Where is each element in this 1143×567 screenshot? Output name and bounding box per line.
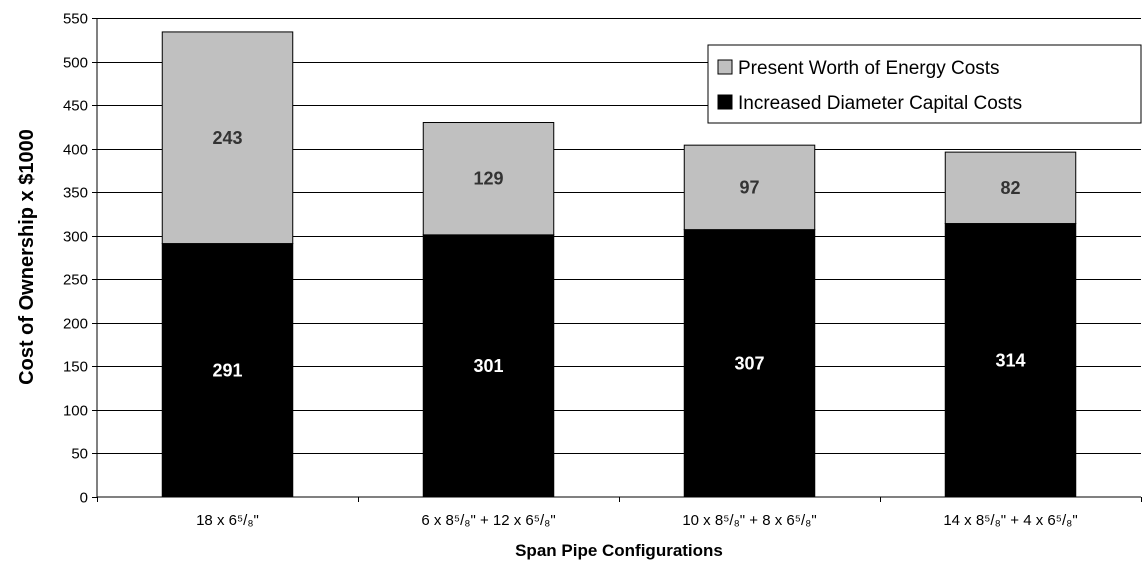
y-tick-label: 300 (63, 229, 88, 246)
x-tick-label: 10 x 8⁵/₈" + 8 x 6⁵/₈" (682, 512, 816, 529)
legend-label: Present Worth of Energy Costs (738, 58, 1000, 79)
data-label: 82 (1000, 178, 1020, 198)
x-tick-labels: 18 x 6⁵/₈" 6 x 8⁵/₈" + 12 x 6⁵/₈" 10 x 8⁵/… (97, 497, 1142, 529)
legend-label: Increased Diameter Capital Costs (738, 93, 1022, 114)
legend: Present Worth of Energy Costs Increased D… (707, 44, 1142, 124)
legend-swatch (717, 59, 733, 75)
x-axis-title: Span Pipe Configurations (515, 541, 723, 560)
bar-segment-energy (422, 122, 555, 236)
data-label: 129 (473, 169, 503, 189)
data-label: 301 (473, 356, 503, 376)
bar-segment-capital (161, 243, 294, 498)
x-tick-label: 18 x 6⁵/₈" (196, 512, 259, 529)
data-labels: 291 243 301 129 307 97 314 82 (212, 128, 1025, 381)
x-tick-label: 6 x 8⁵/₈" + 12 x 6⁵/₈" (421, 512, 555, 529)
bar-segment-capital (683, 229, 816, 498)
bar-segment-energy (161, 31, 294, 245)
y-tick-label: 450 (63, 98, 88, 115)
y-tick-label: 500 (63, 55, 88, 72)
y-axis-title: Cost of Ownership x $1000 (16, 129, 38, 385)
y-tick-label: 50 (71, 446, 88, 463)
legend-box (707, 44, 1142, 124)
y-tick-label: 100 (63, 403, 88, 420)
y-tick-label: 0 (80, 490, 88, 507)
data-label: 291 (212, 360, 242, 380)
legend-swatch (717, 94, 733, 110)
data-label: 97 (739, 177, 759, 197)
data-label: 314 (995, 350, 1025, 370)
data-label: 307 (734, 353, 764, 373)
bar-segment-capital (944, 223, 1077, 498)
y-tick-label: 400 (63, 142, 88, 159)
y-tick-label: 150 (63, 359, 88, 376)
y-tick-labels: 0 50 100 150 200 250 300 350 400 450 500 550 (63, 11, 97, 507)
bars (161, 31, 1077, 498)
bar-segment-capital (422, 234, 555, 498)
bar-segment-energy (683, 144, 816, 231)
y-tick-label: 350 (63, 185, 88, 202)
y-tick-label: 250 (63, 272, 88, 289)
bar-segment-energy (944, 151, 1077, 225)
y-tick-label: 550 (63, 11, 88, 28)
y-tick-label: 200 (63, 316, 88, 333)
data-label: 243 (212, 128, 242, 148)
x-tick-label: 14 x 8⁵/₈" + 4 x 6⁵/₈" (943, 512, 1077, 529)
